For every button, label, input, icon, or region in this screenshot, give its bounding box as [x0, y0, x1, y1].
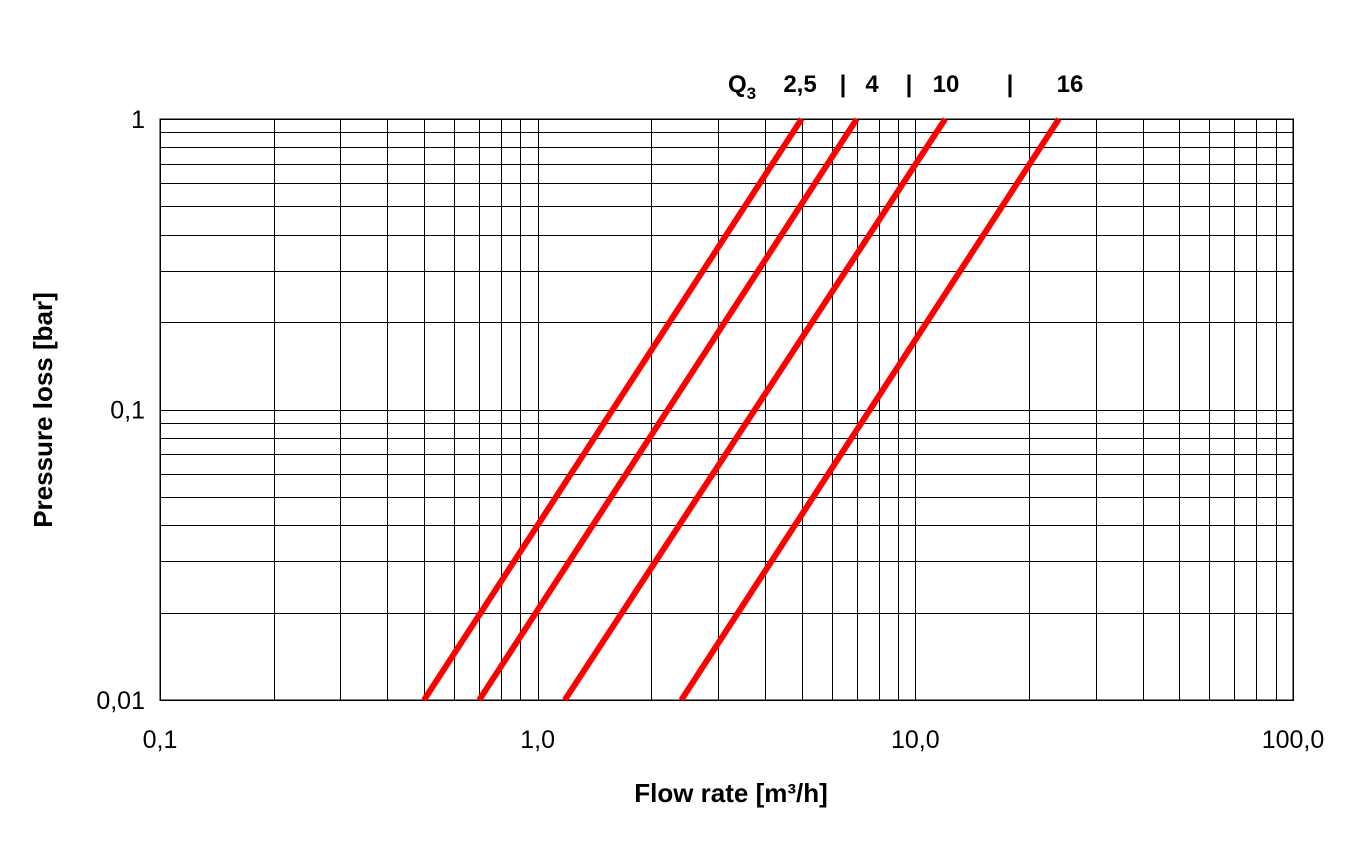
q3-series-label: 16 [1057, 71, 1084, 98]
plot-area-frame [159, 118, 1294, 701]
y-tick-label: 1 [131, 106, 145, 134]
x-axis-title: Flow rate [m³/h] [634, 778, 828, 808]
q3-series-label: 10 [933, 71, 960, 98]
x-tick-label: 10,0 [891, 726, 940, 754]
q3-series-label: 2,5 [783, 71, 816, 98]
q3-separator: | [1007, 71, 1014, 98]
x-tick-label: 100,0 [1262, 726, 1325, 754]
x-tick-label: 1,0 [520, 726, 555, 754]
series-lines [421, 117, 1062, 702]
q3-separator: | [840, 71, 847, 98]
series-line-3 [562, 117, 948, 702]
series-line-4 [678, 117, 1062, 702]
q3-series-header: Q3 2,5 4 10 16 | | | [728, 71, 1083, 103]
series-line-1 [421, 117, 805, 702]
grid [160, 119, 1293, 700]
tick-labels: 0,1 1,0 10,0 100,0 0,01 0,1 1 [96, 106, 1324, 754]
x-tick-label: 0,1 [143, 726, 178, 754]
y-tick-label: 0,01 [96, 687, 145, 715]
y-axis-title: Pressure loss [bar] [28, 292, 58, 528]
q3-symbol: Q3 [728, 71, 756, 103]
q3-series-label: 4 [865, 71, 879, 98]
y-tick-label: 0,1 [110, 397, 145, 425]
series-line-2 [476, 117, 860, 702]
q3-separator: | [906, 71, 913, 98]
